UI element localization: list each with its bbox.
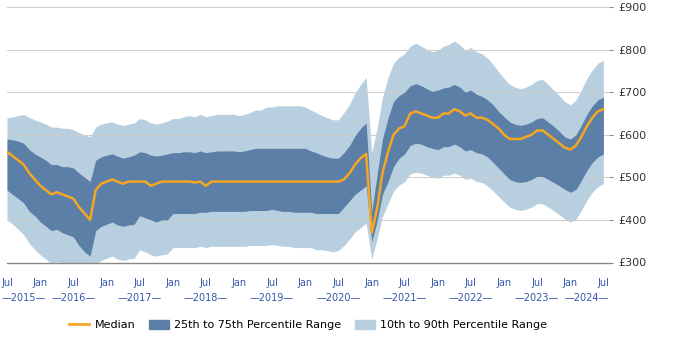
Text: Jul: Jul — [1, 278, 13, 288]
Text: Jan: Jan — [33, 278, 48, 288]
Text: —2023—: —2023— — [515, 293, 559, 303]
Text: Jul: Jul — [266, 278, 278, 288]
Text: —2016—: —2016— — [51, 293, 95, 303]
Text: Jul: Jul — [597, 278, 609, 288]
Text: —2018—: —2018— — [183, 293, 228, 303]
Text: —2019—: —2019— — [250, 293, 294, 303]
Text: Jan: Jan — [99, 278, 114, 288]
Text: Jan: Jan — [165, 278, 181, 288]
Text: Jan: Jan — [364, 278, 379, 288]
Text: —2021—: —2021— — [382, 293, 427, 303]
Text: Jan: Jan — [496, 278, 512, 288]
Text: —2017—: —2017— — [118, 293, 162, 303]
Text: Jul: Jul — [67, 278, 79, 288]
Text: Jan: Jan — [298, 278, 313, 288]
Text: Jan: Jan — [563, 278, 578, 288]
Text: Jul: Jul — [398, 278, 410, 288]
Text: Jul: Jul — [332, 278, 344, 288]
Legend: Median, 25th to 75th Percentile Range, 10th to 90th Percentile Range: Median, 25th to 75th Percentile Range, 1… — [66, 316, 550, 334]
Text: —2015—: —2015— — [1, 293, 46, 303]
Text: Jul: Jul — [531, 278, 543, 288]
Text: —2022—: —2022— — [449, 293, 493, 303]
Text: Jul: Jul — [465, 278, 477, 288]
Text: Jan: Jan — [232, 278, 246, 288]
Text: Jul: Jul — [134, 278, 146, 288]
Text: Jul: Jul — [200, 278, 211, 288]
Text: Jan: Jan — [430, 278, 445, 288]
Text: —2024—: —2024— — [565, 293, 609, 303]
Text: —2020—: —2020— — [316, 293, 361, 303]
